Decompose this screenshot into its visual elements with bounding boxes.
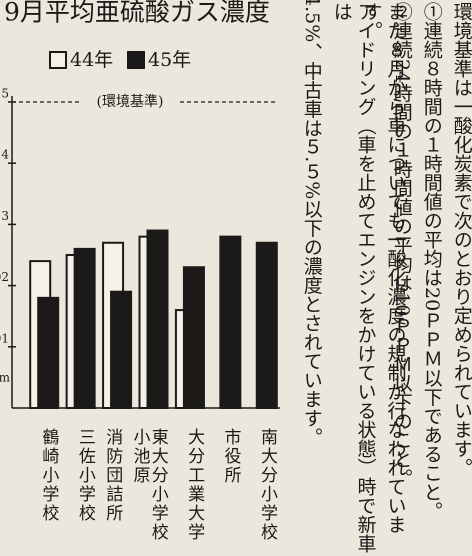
article-line: 4.5%、中古車は５.５%以下の濃度とされています。 xyxy=(300,0,323,447)
x-tick-label: 鶴崎小学校 xyxy=(38,428,59,523)
y-tick-label: 5 xyxy=(1,87,9,101)
y-tick-label: 01 xyxy=(0,331,9,345)
bar xyxy=(110,290,133,409)
x-tick-label: 小池原 消防団詰所 xyxy=(102,428,150,523)
x-tick-label: 南大分小学校 xyxy=(256,428,277,542)
x-tick-label: 三佐小学校 xyxy=(74,428,95,523)
legend-swatch xyxy=(49,51,67,69)
article-line: ①連続８時間の１時間値の平均は20ＰＰＭ以下であること。 xyxy=(420,2,443,521)
x-tick-label: 東大分小学校 xyxy=(147,428,168,542)
legend-label: 44年 xyxy=(70,49,113,71)
bar xyxy=(182,266,205,409)
chart-title: 9月平均亜硫酸ガス濃度 xyxy=(4,0,270,27)
x-tick-label: 大分工業大学 xyxy=(184,428,205,542)
y-tick-label: 3 xyxy=(1,209,9,223)
bar xyxy=(146,229,169,409)
article-line: アイドリング（車を止めてエンジンをかけている状態）時で新車は xyxy=(330,2,377,553)
bar xyxy=(255,241,278,409)
bar xyxy=(37,296,60,409)
y-unit-label: pm xyxy=(0,371,11,385)
reference-label-bg xyxy=(82,93,178,111)
reference-label: (環境基準) xyxy=(97,93,164,110)
y-tick-label: 02 xyxy=(0,270,9,284)
article-line: ②連続24時間の１時間値の平均は10ＰＰＭ以下のこと。 xyxy=(390,2,413,488)
article-line: また８月から車についても一酸化濃度の規制が行なわれています。 xyxy=(360,2,407,534)
y-tick-label: 4 xyxy=(1,148,9,162)
legend-swatch xyxy=(127,51,145,69)
article-line: 環境基準は一酸化炭素で次のとおり定められています。 xyxy=(450,2,472,477)
x-tick-label: 市役所 xyxy=(220,428,241,485)
bar xyxy=(73,247,96,409)
legend-label: 45年 xyxy=(148,49,191,71)
bar xyxy=(219,235,242,409)
